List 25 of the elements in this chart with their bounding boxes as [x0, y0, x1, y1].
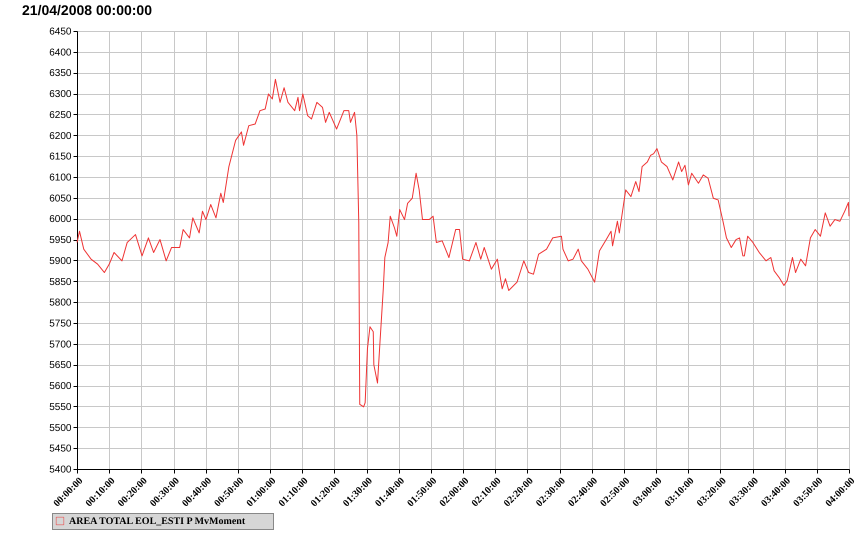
y-tick-label: 6250: [49, 110, 72, 121]
chart-title: 21/04/2008 00:00:00: [22, 2, 152, 18]
y-tick-label: 5550: [49, 402, 72, 413]
y-tick-label: 5600: [49, 381, 72, 392]
y-tick-label: 5900: [49, 256, 72, 267]
y-tick-label: 6000: [49, 214, 72, 226]
y-tick-label: 5450: [49, 444, 72, 455]
y-tick-label: 5800: [49, 298, 72, 309]
line-series: [76, 78, 850, 408]
y-tick-label: 5650: [49, 360, 72, 372]
y-tick-label: 6050: [49, 193, 72, 204]
y-tick-label: 6400: [49, 47, 72, 58]
y-tick-label: 5750: [49, 318, 72, 330]
y-tick-label: 5500: [49, 422, 72, 434]
y-tick-label: 6350: [49, 68, 72, 80]
y-tick-label: 5850: [49, 276, 72, 288]
y-tick-label: 5400: [49, 464, 72, 476]
y-tick-label: 6200: [49, 130, 72, 142]
y-tick-label: 5950: [49, 235, 72, 246]
y-tick-label: 6100: [49, 172, 72, 184]
y-tick-label: 6300: [49, 89, 72, 100]
y-tick-label: 6450: [49, 26, 72, 38]
y-tick-label: 5700: [49, 339, 72, 350]
y-tick-label: 6150: [49, 152, 72, 163]
legend-label: AREA TOTAL EOL_ESTI P MvMoment: [69, 516, 246, 527]
